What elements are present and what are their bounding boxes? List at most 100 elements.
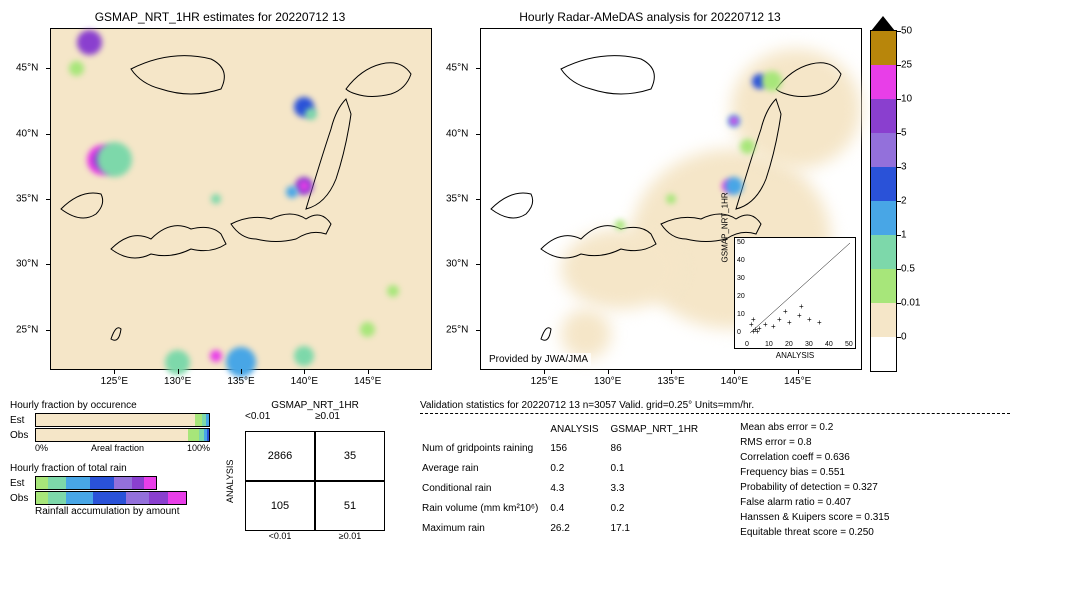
inset-ytick: 30 [737, 275, 745, 282]
x-tick-label: 125°E [101, 376, 128, 387]
stats-metric: Correlation coeff = 0.636 [740, 450, 889, 465]
bar-segment [36, 429, 188, 441]
scatter-point: + [799, 303, 804, 311]
stats-header: ANALYSIS [550, 422, 608, 437]
axis-0: 0% [35, 443, 48, 453]
precip-blob [666, 194, 676, 204]
stats-cell: 156 [550, 439, 608, 457]
stats-cell: 0.4 [550, 500, 608, 518]
stats-cell: 0.2 [550, 459, 608, 477]
y-tick-label: 40°N [16, 128, 38, 139]
scatter-point: + [777, 316, 782, 324]
table-row: Maximum rain26.217.1 [422, 520, 708, 538]
colorbar-segment [871, 201, 896, 235]
stats-cell: 17.1 [611, 520, 709, 538]
colorbar-label: 0.5 [901, 264, 915, 275]
bar-segment [126, 492, 149, 504]
bar-segment [36, 492, 48, 504]
ct-col-0: <0.01 [245, 411, 315, 431]
scatter-point: + [783, 308, 788, 316]
gsmap-title: GSMAP_NRT_1HR estimates for 20220712 13 [10, 10, 430, 24]
scatter-point: + [751, 316, 756, 324]
colorbar-segment [871, 303, 896, 337]
bar-segment [66, 492, 93, 504]
scatter-point: + [787, 319, 792, 327]
bar-segment [207, 429, 209, 441]
contingency-title: GSMAP_NRT_1HR [225, 400, 405, 411]
colorbar-segment [871, 133, 896, 167]
occurrence-obs-label: Obs [10, 430, 35, 441]
y-tick-label: 35°N [16, 194, 38, 205]
stats-metric: Probability of detection = 0.327 [740, 480, 889, 495]
bar-segment [48, 477, 66, 489]
x-tick-label: 145°E [784, 376, 811, 387]
stats-cell: 4.3 [550, 479, 608, 497]
bar-segment [168, 492, 186, 504]
coastline-left [51, 29, 431, 369]
bar-segment [114, 477, 132, 489]
stats-header: GSMAP_NRT_1HR [611, 422, 709, 437]
inset-ytick: 20 [737, 293, 745, 300]
occurrence-est-bar [35, 413, 210, 427]
bar-segment [48, 492, 66, 504]
stats-metric: Hanssen & Kuipers score = 0.315 [740, 510, 889, 525]
table-row: Num of gridpoints raining15686 [422, 439, 708, 457]
colorbar-arrow [871, 16, 895, 31]
inset-ylabel: GSMAP_NRT_1HR [721, 192, 730, 262]
y-tick-label: 25°N [16, 324, 38, 335]
bar-segment [149, 492, 169, 504]
x-tick-label: 140°E [721, 376, 748, 387]
colorbar: 50251053210.50.010 [870, 30, 897, 372]
ct-cell-11: 51 [315, 481, 385, 531]
x-tick-label: 135°E [227, 376, 254, 387]
stats-title: Validation statistics for 20220712 13 n=… [420, 400, 1010, 411]
y-tick-label: 40°N [446, 128, 468, 139]
stats-cell: Conditional rain [422, 479, 548, 497]
inset-xtick: 50 [845, 341, 853, 348]
stats-metric: RMS error = 0.8 [740, 435, 889, 450]
ct-cell-00: 2866 [245, 431, 315, 481]
colorbar-label: 3 [901, 162, 907, 173]
x-tick-label: 135°E [657, 376, 684, 387]
stats-cell: 3.3 [611, 479, 709, 497]
axis-areal: Areal fraction [91, 443, 144, 453]
scatter-point: + [755, 328, 760, 336]
colorbar-label: 25 [901, 60, 912, 71]
bar-segment [188, 429, 198, 441]
inset-ytick: 40 [737, 257, 745, 264]
precip-blob [305, 108, 317, 120]
precip-blob [210, 350, 222, 362]
radar-map-panel: Hourly Radar-AMeDAS analysis for 2022071… [440, 10, 860, 390]
stats-divider [420, 413, 1010, 414]
radar-map: Provided by JWA/JMA GSMAP_NRT_1HR ANALYS… [480, 28, 862, 370]
y-tick-label: 30°N [446, 259, 468, 270]
colorbar-label: 0.01 [901, 298, 920, 309]
stats-cell: Rain volume (mm km²10⁶) [422, 500, 548, 518]
scatter-inset: GSMAP_NRT_1HR ANALYSIS +++++++++++++++ 0… [734, 237, 856, 349]
ct-cell-10: 105 [245, 481, 315, 531]
totalrain-title: Hourly fraction of total rain [10, 463, 210, 474]
x-tick-label: 130°E [164, 376, 191, 387]
table-row: Conditional rain4.33.3 [422, 479, 708, 497]
stats-metric: Mean abs error = 0.2 [740, 420, 889, 435]
occurrence-title: Hourly fraction by occurence [10, 400, 210, 411]
provided-by-label: Provided by JWA/JMA [486, 353, 591, 366]
colorbar-label: 50 [901, 26, 912, 37]
bar-segment [90, 477, 114, 489]
totalrain-obs-bar [35, 491, 187, 505]
table-row: Average rain0.20.1 [422, 459, 708, 477]
colorbar-label: 5 [901, 128, 907, 139]
inset-xtick: 40 [825, 341, 833, 348]
totalrain-legend: Rainfall accumulation by amount [35, 506, 210, 517]
stats-cell: Num of gridpoints raining [422, 439, 548, 457]
precip-blob [740, 139, 755, 154]
axis-100: 100% [187, 443, 210, 453]
stats-cell: 0.2 [611, 500, 709, 518]
precip-blob [730, 117, 738, 125]
occurrence-bars: Hourly fraction by occurence Est Obs 0% … [10, 400, 210, 453]
precip-blob [69, 61, 84, 76]
inset-xtick: 10 [765, 341, 773, 348]
colorbar-label: 0 [901, 332, 907, 343]
scatter-point: + [807, 316, 812, 324]
stats-cell: 86 [611, 439, 709, 457]
